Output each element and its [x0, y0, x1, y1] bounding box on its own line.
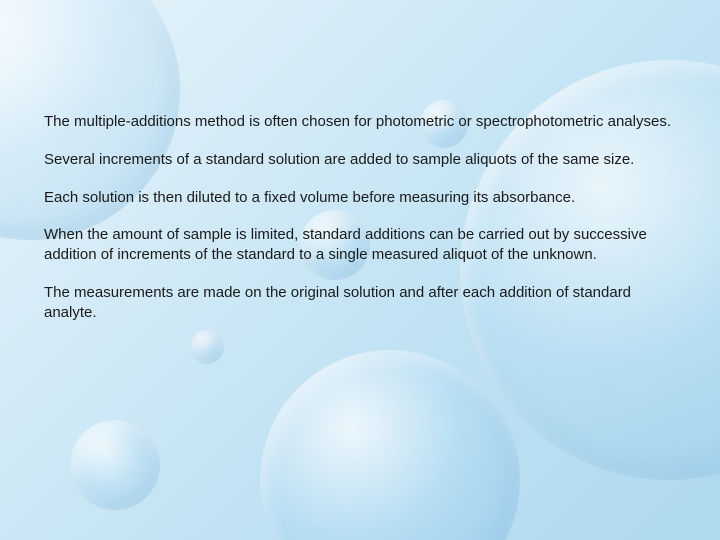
paragraph: The multiple-additions method is often c… [44, 112, 676, 132]
paragraph: Each solution is then diluted to a fixed… [44, 188, 676, 208]
slide-content: The multiple-additions method is often c… [0, 0, 720, 323]
bubble-decoration [70, 420, 160, 510]
paragraph: The measurements are made on the origina… [44, 283, 676, 323]
bubble-decoration [260, 350, 520, 540]
paragraph: Several increments of a standard solutio… [44, 150, 676, 170]
paragraph: When the amount of sample is limited, st… [44, 225, 676, 265]
bubble-decoration [190, 330, 224, 364]
